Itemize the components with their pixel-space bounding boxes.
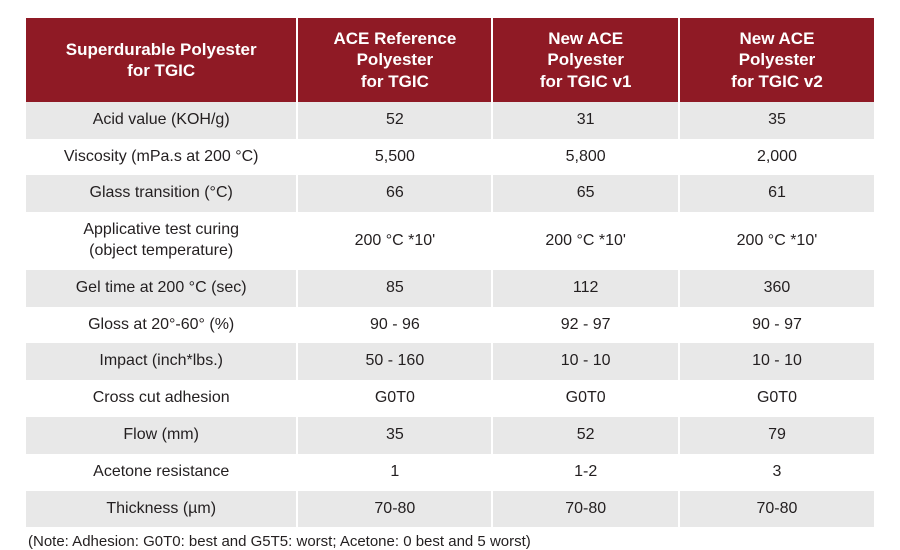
cell-v1: 92 - 97	[492, 307, 679, 344]
cell-v1: G0T0	[492, 380, 679, 417]
row-label: Viscosity (mPa.s at 200 °C)	[26, 139, 297, 176]
cell-v2: 360	[679, 270, 874, 307]
cell-ref: 200 °C *10'	[297, 212, 492, 270]
table-row: Thickness (µm) 70-80 70-80 70-80	[26, 491, 874, 528]
table-row: Flow (mm) 35 52 79	[26, 417, 874, 454]
cell-v2: 90 - 97	[679, 307, 874, 344]
cell-v2: 3	[679, 454, 874, 491]
cell-v2: 79	[679, 417, 874, 454]
cell-v1: 10 - 10	[492, 343, 679, 380]
row-label: Acetone resistance	[26, 454, 297, 491]
table-row: Glass transition (°C) 66 65 61	[26, 175, 874, 212]
cell-v2: 61	[679, 175, 874, 212]
cell-v1: 112	[492, 270, 679, 307]
cell-v1: 5,800	[492, 139, 679, 176]
cell-ref: 85	[297, 270, 492, 307]
table-row: Acetone resistance 1 1-2 3	[26, 454, 874, 491]
cell-ref: G0T0	[297, 380, 492, 417]
cell-v2: 200 °C *10'	[679, 212, 874, 270]
table-row: Gel time at 200 °C (sec) 85 112 360	[26, 270, 874, 307]
table-row: Applicative test curing (object temperat…	[26, 212, 874, 270]
cell-ref: 66	[297, 175, 492, 212]
row-label: Applicative test curing (object temperat…	[26, 212, 297, 270]
cell-ref: 1	[297, 454, 492, 491]
col-header-v2: New ACE Polyester for TGIC v2	[679, 18, 874, 102]
row-label: Acid value (KOH/g)	[26, 102, 297, 139]
table-footnote: (Note: Adhesion: G0T0: best and G5T5: wo…	[26, 527, 874, 550]
cell-v1: 31	[492, 102, 679, 139]
cell-v2: 70-80	[679, 491, 874, 528]
col-header-text: for TGIC v2	[731, 72, 823, 91]
col-header-text: New ACE	[548, 29, 623, 48]
table-body: Acid value (KOH/g) 52 31 35 Viscosity (m…	[26, 102, 874, 528]
cell-v2: 35	[679, 102, 874, 139]
cell-ref: 35	[297, 417, 492, 454]
col-header-text: Polyester	[739, 50, 816, 69]
col-header-v1: New ACE Polyester for TGIC v1	[492, 18, 679, 102]
col-header-ref: ACE Reference Polyester for TGIC	[297, 18, 492, 102]
row-label-line: (object temperature)	[89, 242, 233, 259]
col-header-property: Superdurable Polyester for TGIC	[26, 18, 297, 102]
row-label: Flow (mm)	[26, 417, 297, 454]
cell-ref: 90 - 96	[297, 307, 492, 344]
cell-ref: 52	[297, 102, 492, 139]
row-label: Thickness (µm)	[26, 491, 297, 528]
table-row: Impact (inch*lbs.) 50 - 160 10 - 10 10 -…	[26, 343, 874, 380]
cell-v1: 65	[492, 175, 679, 212]
row-label: Gel time at 200 °C (sec)	[26, 270, 297, 307]
table-header-row: Superdurable Polyester for TGIC ACE Refe…	[26, 18, 874, 102]
cell-v1: 52	[492, 417, 679, 454]
col-header-text: Polyester	[547, 50, 624, 69]
col-header-text: New ACE	[739, 29, 814, 48]
col-header-text: Polyester	[357, 50, 434, 69]
col-header-text: for TGIC	[127, 61, 195, 80]
cell-ref: 70-80	[297, 491, 492, 528]
col-header-text: ACE Reference	[333, 29, 456, 48]
cell-v1: 1-2	[492, 454, 679, 491]
cell-v2: 2,000	[679, 139, 874, 176]
col-header-text: for TGIC v1	[540, 72, 632, 91]
cell-v1: 200 °C *10'	[492, 212, 679, 270]
cell-ref: 5,500	[297, 139, 492, 176]
row-label: Glass transition (°C)	[26, 175, 297, 212]
table-row: Viscosity (mPa.s at 200 °C) 5,500 5,800 …	[26, 139, 874, 176]
col-header-text: for TGIC	[361, 72, 429, 91]
table-row: Gloss at 20°-60° (%) 90 - 96 92 - 97 90 …	[26, 307, 874, 344]
cell-ref: 50 - 160	[297, 343, 492, 380]
table-row: Acid value (KOH/g) 52 31 35	[26, 102, 874, 139]
col-header-text: Superdurable Polyester	[66, 40, 257, 59]
row-label: Impact (inch*lbs.)	[26, 343, 297, 380]
row-label: Gloss at 20°-60° (%)	[26, 307, 297, 344]
table-row: Cross cut adhesion G0T0 G0T0 G0T0	[26, 380, 874, 417]
cell-v2: G0T0	[679, 380, 874, 417]
row-label-line: Applicative test curing	[83, 221, 239, 238]
cell-v2: 10 - 10	[679, 343, 874, 380]
row-label: Cross cut adhesion	[26, 380, 297, 417]
cell-v1: 70-80	[492, 491, 679, 528]
polyester-comparison-table: Superdurable Polyester for TGIC ACE Refe…	[26, 18, 874, 527]
